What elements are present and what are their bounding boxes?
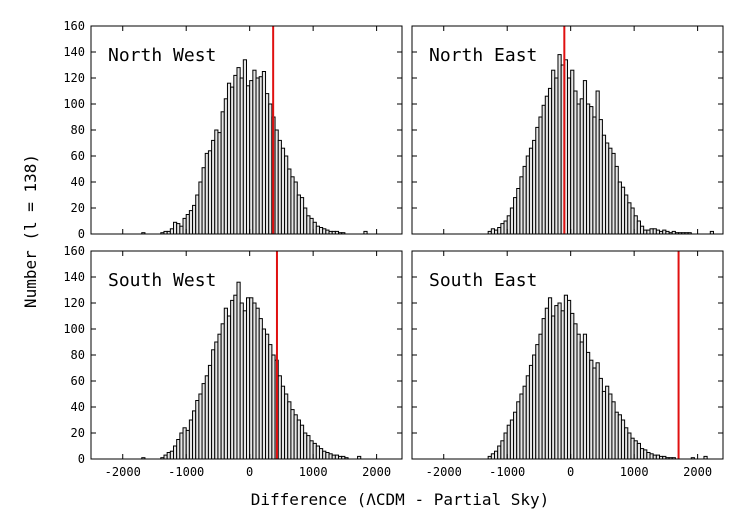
y-tick-label: 100 [63,322,85,336]
histogram-bar [344,457,349,459]
y-tick-label: 80 [71,348,85,362]
plot-area [487,26,714,234]
y-tick-label: 20 [71,426,85,440]
panel-south-east: -2000 -1000 0 1000 2000 South East [411,250,724,479]
x-tick-label: -1000 [168,465,204,479]
y-tick-label: 100 [63,97,85,111]
y-tick-label: 160 [63,244,85,258]
x-tick-label: 0 [567,465,574,479]
x-tick-label: 2000 [683,465,712,479]
plot-area [141,251,362,459]
panel-title: South East [429,270,537,291]
plot-area [487,251,708,459]
x-tick-label: 2000 [362,465,391,479]
panel-title: South West [108,270,216,291]
panel-title: North East [429,45,537,66]
panels: 0 20 40 60 80 100 120 140 160 North West North Eas… [63,19,724,479]
x-tick-label: -1000 [489,465,525,479]
x-axis-label: Difference (ΛCDM - Partial Sky) [251,490,550,509]
y-tick-label: 60 [71,374,85,388]
y-tick-label: 140 [63,45,85,59]
y-axis-label: Number (l = 138) [21,154,40,308]
y-tick-label: 60 [71,149,85,163]
y-tick-label: 140 [63,270,85,284]
x-tick-label: 1000 [620,465,649,479]
histogram-bar [141,457,146,459]
y-tick-label: 20 [71,201,85,215]
y-tick-label: 120 [63,71,85,85]
histogram-bar [671,457,676,459]
panel-title: North West [108,45,216,66]
y-tick-label: 40 [71,400,85,414]
x-tick-label: 1000 [299,465,328,479]
y-tick-label: 40 [71,175,85,189]
y-tick-label: 0 [78,452,85,466]
y-tick-label: 160 [63,19,85,33]
y-tick-label: 80 [71,123,85,137]
x-tick-label: 0 [246,465,253,479]
y-tick-label: 120 [63,296,85,310]
panel-north-west: 0 20 40 60 80 100 120 140 160 North West [63,19,403,241]
x-tick-label: -2000 [426,465,462,479]
panel-south-west: 0 20 40 60 80 100 120 140 160 -2000 -1000 0 1000 2000… [63,244,403,479]
panel-north-east: North East [411,25,724,235]
histogram-bar [690,457,695,459]
x-tick-label: -2000 [105,465,141,479]
y-tick-label: 0 [78,227,85,241]
plot-area [141,26,368,234]
